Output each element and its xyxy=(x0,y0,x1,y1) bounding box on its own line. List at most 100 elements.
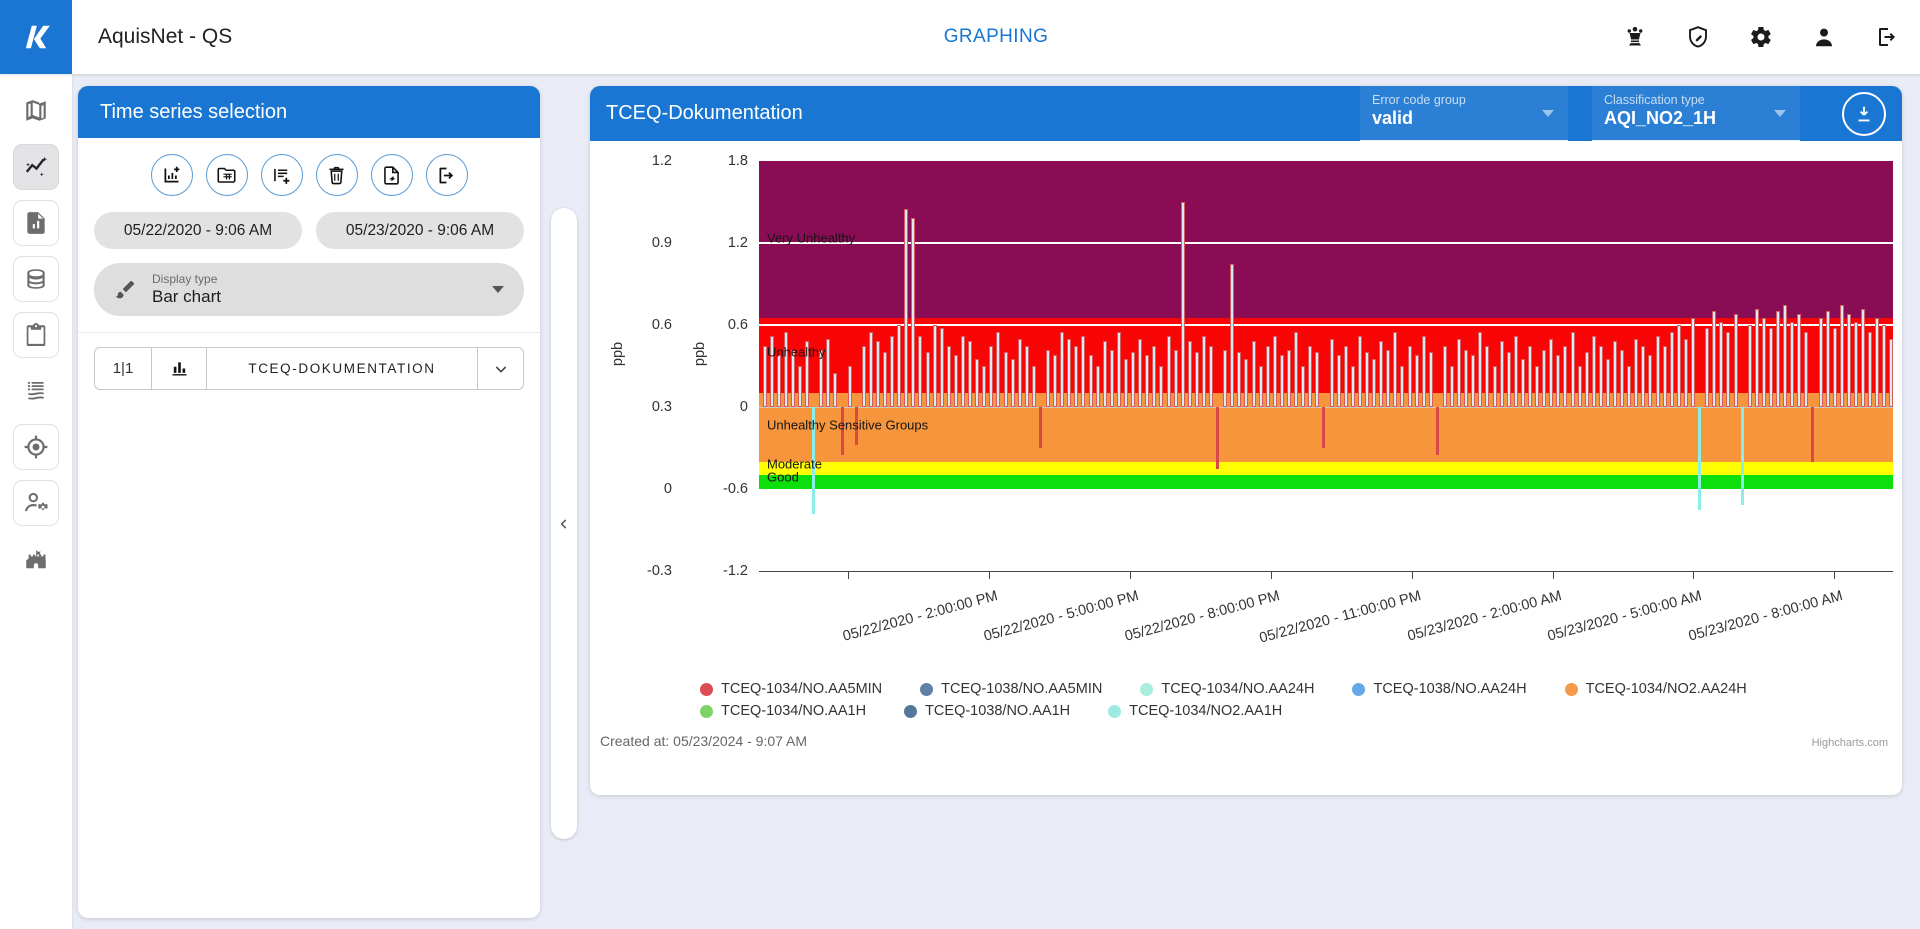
y-tick-label: 0.3 xyxy=(651,399,672,415)
timeseries-list-item[interactable]: 1|1 TCEQ-DOKUMENTATION xyxy=(94,347,524,390)
threshold-line xyxy=(759,324,1893,326)
sidebar-item-fort[interactable] xyxy=(13,536,59,582)
nav-title-graphing[interactable]: GRAPHING xyxy=(943,26,1049,47)
data-bar xyxy=(1768,327,1773,407)
display-type-texts: Display type Bar chart xyxy=(152,272,221,307)
sidebar-item-database[interactable] xyxy=(13,256,59,302)
classification-type-select[interactable]: Classification type AQI_NO2_1H xyxy=(1592,86,1800,141)
legend-label: TCEQ-1038/NO.AA5MIN xyxy=(941,681,1103,697)
x-tick xyxy=(1411,571,1413,579)
legend-item[interactable]: TCEQ-1034/NO2.AA24H xyxy=(1564,681,1747,697)
legend-label: TCEQ-1034/NO.AA1H xyxy=(721,703,867,719)
y-tick-label: -1.2 xyxy=(723,563,748,579)
data-bar xyxy=(1790,322,1795,407)
x-tick xyxy=(848,571,850,579)
expand-series-button[interactable] xyxy=(477,348,523,389)
date-start-button[interactable]: 05/22/2020 - 9:06 AM xyxy=(94,212,302,249)
playlist-add-button[interactable] xyxy=(260,154,303,196)
download-button[interactable] xyxy=(1842,92,1886,136)
data-bar xyxy=(1265,345,1270,407)
topbar-action-account[interactable] xyxy=(1811,24,1837,50)
sidebar-item-map[interactable] xyxy=(13,88,59,134)
data-bar xyxy=(1194,352,1199,407)
data-bar xyxy=(1067,338,1072,407)
legend-item[interactable]: TCEQ-1034/NO2.AA1H xyxy=(1108,703,1282,719)
legend-label: TCEQ-1034/NO2.AA24H xyxy=(1585,681,1747,697)
x-tick-label: 05/23/2020 - 2:00:00 AM xyxy=(1405,588,1564,645)
data-bar xyxy=(1308,345,1313,407)
playlist-add-icon xyxy=(274,168,290,184)
data-bar xyxy=(1088,355,1093,407)
data-bar xyxy=(1081,335,1086,407)
sidebar-item-user-settings[interactable] xyxy=(13,480,59,526)
data-bar xyxy=(1648,355,1653,407)
date-end-button[interactable]: 05/23/2020 - 9:06 AM xyxy=(316,212,524,249)
legend-marker-icon xyxy=(1352,682,1366,696)
sidebar-item-clipboard[interactable] xyxy=(13,312,59,358)
folder-data-button[interactable] xyxy=(205,154,248,196)
sidebar-item-insights[interactable] xyxy=(13,144,59,190)
data-bar xyxy=(1520,359,1525,407)
collapse-panel-handle[interactable] xyxy=(551,208,577,839)
data-bar xyxy=(1846,314,1851,407)
data-bar xyxy=(968,341,973,407)
data-bar xyxy=(1513,335,1518,407)
legend-item[interactable]: TCEQ-1038/NO.AA24H xyxy=(1352,681,1527,697)
export-button[interactable] xyxy=(425,154,468,196)
map-icon xyxy=(26,100,46,121)
topbar-action-chess-queen[interactable] xyxy=(1622,24,1648,50)
delete-button[interactable] xyxy=(315,154,358,196)
app-logo[interactable] xyxy=(0,0,72,74)
data-bar xyxy=(1209,345,1214,407)
timeseries-toolbar xyxy=(78,138,540,202)
data-bar xyxy=(1074,345,1079,407)
data-bar xyxy=(1060,331,1065,407)
error-code-group-select[interactable]: Error code group valid xyxy=(1360,86,1568,141)
x-tick-label: 05/22/2020 - 2:00:00 PM xyxy=(841,588,1000,645)
timeseries-panel: Time series selection 05/22/2020 - 9:06 … xyxy=(78,86,540,918)
x-tick xyxy=(1552,571,1554,579)
add-chart-button[interactable] xyxy=(150,154,193,196)
data-bar xyxy=(883,352,888,407)
data-bar xyxy=(1301,366,1306,407)
data-bar xyxy=(1478,331,1483,407)
data-bar xyxy=(1457,338,1462,407)
data-bar xyxy=(1102,341,1107,407)
data-bar xyxy=(1201,335,1206,407)
feed-icon xyxy=(27,381,44,400)
data-bar xyxy=(1861,308,1866,407)
data-bar xyxy=(911,218,916,407)
data-bar xyxy=(1712,311,1717,407)
legend-item[interactable]: TCEQ-1034/NO.AA24H xyxy=(1140,681,1314,697)
display-type-select[interactable]: Display type Bar chart xyxy=(94,263,524,316)
topbar-action-settings[interactable] xyxy=(1748,24,1774,50)
data-bar xyxy=(783,331,788,407)
y-tick-label: 0.6 xyxy=(651,317,672,333)
topbar-action-logout[interactable] xyxy=(1874,24,1900,50)
data-bar xyxy=(1180,202,1185,407)
sidebar-item-report[interactable] xyxy=(13,200,59,246)
file-export-icon xyxy=(384,165,399,185)
legend-item[interactable]: TCEQ-1038/NO.AA1H xyxy=(904,703,1070,719)
legend-item[interactable]: TCEQ-1034/NO.AA5MIN xyxy=(700,681,882,697)
legend-item[interactable]: TCEQ-1034/NO.AA1H xyxy=(700,703,866,719)
sidebar-item-feed[interactable] xyxy=(13,368,59,414)
chevron-down-icon xyxy=(492,286,504,293)
data-bar xyxy=(847,366,852,407)
user-settings-icon xyxy=(25,492,48,512)
data-bar xyxy=(1003,352,1008,407)
download-icon xyxy=(1858,106,1870,122)
timeseries-panel-header: Time series selection xyxy=(78,86,540,138)
data-bar xyxy=(854,407,858,446)
data-bar xyxy=(1527,345,1532,407)
database-icon xyxy=(27,269,45,289)
band-label: Unhealthy Sensitive Groups xyxy=(767,417,929,433)
legend-item[interactable]: TCEQ-1038/NO.AA5MIN xyxy=(920,681,1102,697)
data-bar xyxy=(1676,325,1681,407)
data-bar xyxy=(1464,349,1469,407)
topbar-action-shield-edit[interactable] xyxy=(1685,24,1711,50)
sidebar-item-gps[interactable] xyxy=(13,424,59,470)
highcharts-credit: Highcharts.com xyxy=(1811,737,1888,749)
file-export-button[interactable] xyxy=(370,154,413,196)
legend-marker-icon xyxy=(1140,682,1154,696)
